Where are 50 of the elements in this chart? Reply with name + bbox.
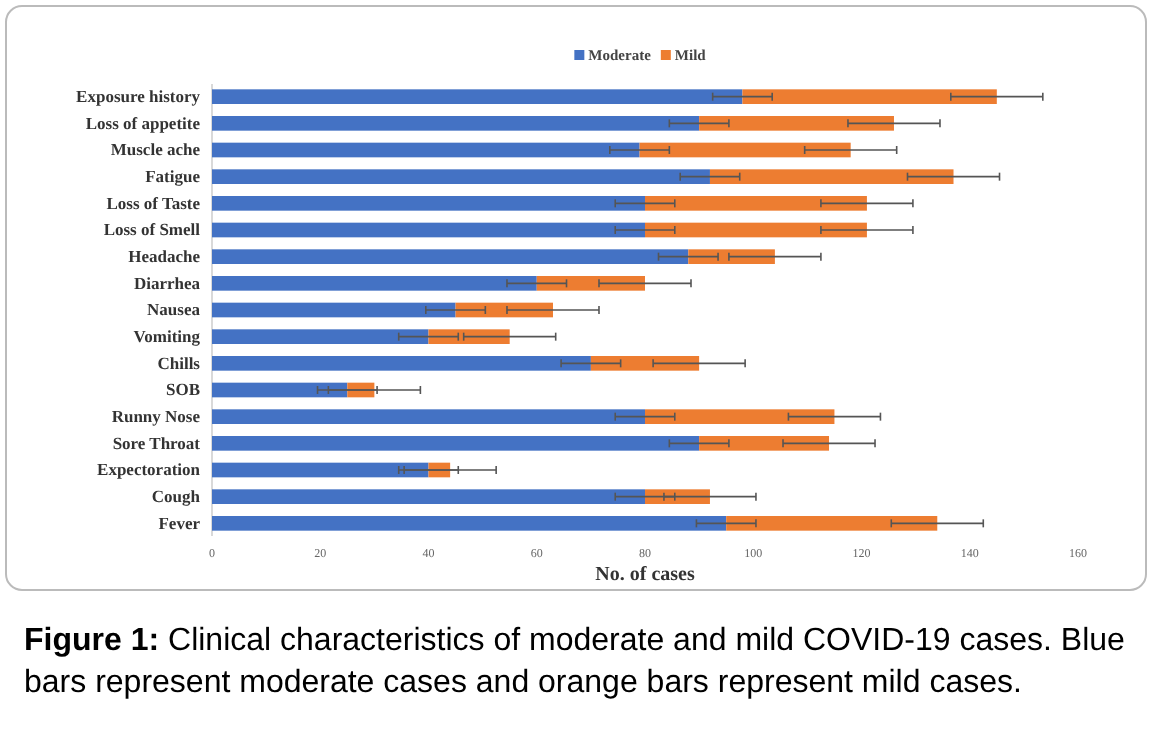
bar — [709, 169, 954, 184]
bar — [212, 276, 537, 291]
bar — [212, 516, 727, 531]
y-tick-label: Cough — [151, 486, 201, 507]
y-tick-label: SOB — [165, 379, 201, 400]
bar — [212, 142, 640, 158]
y-tick-label: Loss of appetite — [85, 112, 201, 133]
bar — [639, 142, 851, 158]
bar — [212, 329, 429, 344]
bar — [212, 196, 645, 211]
y-tick-label: Chills — [157, 352, 202, 373]
y-tick-label: Headache — [128, 246, 201, 267]
bar — [645, 489, 710, 504]
y-tick-label: Nausea — [147, 299, 202, 320]
bar — [645, 222, 867, 238]
y-tick-label: Exposure history — [76, 86, 202, 107]
bar — [590, 356, 700, 371]
y-tick-label: Diarrhea — [133, 272, 202, 293]
bar — [212, 249, 689, 264]
bar — [212, 169, 710, 184]
y-tick-label: Loss of Smell — [103, 219, 202, 240]
y-tick-label: Fatigue — [145, 166, 201, 187]
y-tick-label: Muscle ache — [110, 139, 201, 160]
caption: Figure 1: Clinical characteristics of moderate and mild COVID-19 cases. Blue bars represent moderate cases and orange bars represent mild cases. — [24, 622, 1127, 704]
y-tick-label: Sore Throat — [112, 432, 201, 453]
bar — [212, 356, 591, 371]
y-tick-label: Expectoration — [97, 459, 201, 480]
y-tick-label: Vomiting — [133, 326, 202, 347]
bar — [428, 329, 510, 344]
bar — [688, 249, 775, 264]
bar — [645, 196, 867, 211]
bar — [212, 436, 700, 451]
bar — [212, 489, 645, 504]
bar — [212, 222, 645, 238]
bar — [699, 436, 830, 451]
bar — [645, 409, 835, 424]
bar — [699, 116, 894, 131]
bar — [212, 382, 348, 398]
bar — [212, 116, 700, 131]
y-tick-label: Runny Nose — [111, 406, 201, 427]
y-tick-label: Loss of Taste — [106, 192, 201, 213]
bar — [212, 89, 743, 104]
x-axis-title: No. of cases — [595, 564, 695, 586]
bar — [212, 409, 645, 424]
bar — [726, 516, 938, 531]
bar — [212, 462, 429, 478]
y-tick-label: Fever — [158, 512, 201, 533]
bar — [536, 276, 645, 291]
bar — [742, 89, 997, 104]
bar — [212, 302, 456, 318]
